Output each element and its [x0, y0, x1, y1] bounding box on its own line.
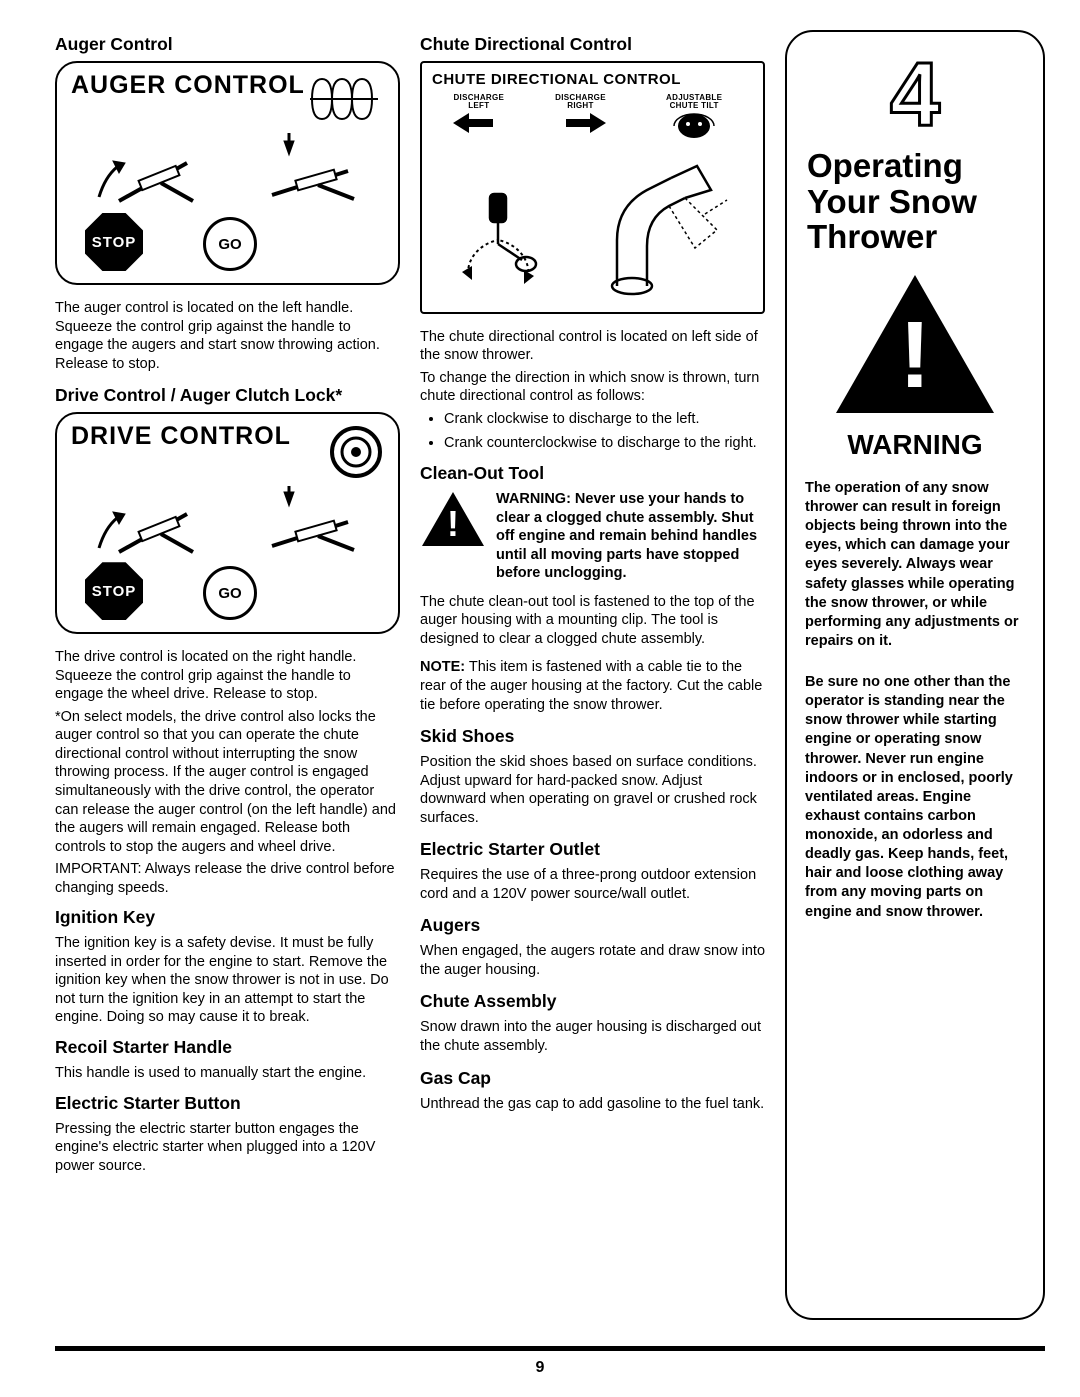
stop-label-2: STOP: [92, 583, 137, 600]
auger-blade-icon: [308, 73, 384, 127]
arrow-right-icon: [550, 111, 610, 135]
warning-triangle-icon: !: [420, 490, 486, 548]
chapter-number: 4: [890, 50, 940, 140]
skid-heading: Skid Shoes: [420, 726, 765, 747]
estart-btn-heading: Electric Starter Button: [55, 1093, 400, 1114]
assembly-heading: Chute Assembly: [420, 991, 765, 1012]
cleanout-note-prefix: NOTE:: [420, 659, 465, 675]
wheel-icon: [328, 424, 384, 480]
skid-text: Position the skid shoes based on surface…: [420, 753, 765, 827]
drive-control-heading: Drive Control / Auger Clutch Lock*: [55, 385, 400, 406]
go-circle: GO: [203, 566, 257, 620]
sidebar-para-2: Be sure no one other than the operator i…: [805, 673, 1025, 922]
arrow-left-icon: [449, 111, 509, 135]
go-circle: GO: [203, 217, 257, 271]
column-left: Auger Control AUGER CONTROL: [55, 30, 400, 1320]
cleanout-text: The chute clean-out tool is fastened to …: [420, 593, 765, 649]
auger-panel-title-text: AUGER CONTROL: [71, 71, 305, 99]
stop-label: STOP: [92, 234, 137, 251]
chapter-title: Operating Your Snow Thrower: [807, 148, 1025, 255]
lever-up-icon: [91, 486, 201, 560]
drive-text-2: *On select models, the drive control als…: [55, 708, 400, 856]
tilt-knob-icon: [652, 111, 736, 141]
drive-text-3: IMPORTANT: Always release the drive cont…: [55, 860, 400, 897]
augers-heading: Augers: [420, 915, 765, 936]
warning-label: WARNING: [847, 429, 982, 461]
cleanout-note: NOTE: This item is fastened with a cable…: [420, 658, 765, 714]
ignition-heading: Ignition Key: [55, 907, 400, 928]
sidebar-para-1: The operation of any snow thrower can re…: [805, 479, 1025, 651]
discharge-left-label: DISCHARGE LEFT: [449, 94, 509, 111]
auger-panel-title: AUGER CONTROL: [71, 73, 305, 99]
svg-text:!: !: [447, 503, 459, 544]
chute-bullet-1: Crank clockwise to discharge to the left…: [444, 410, 765, 430]
crank-handle-icon: [438, 180, 558, 300]
lever-down-icon: [254, 486, 364, 560]
recoil-text: This handle is used to manually start th…: [55, 1064, 400, 1083]
drive-panel-title: DRIVE CONTROL: [71, 424, 291, 450]
chute-bullet-2: Crank counterclockwise to discharge to t…: [444, 434, 765, 454]
cleanout-note-body: This item is fastened with a cable tie t…: [420, 659, 762, 712]
estart-btn-text: Pressing the electric starter button eng…: [55, 1120, 400, 1176]
auger-control-panel: AUGER CONTROL: [55, 61, 400, 285]
augers-text: When engaged, the augers rotate and draw…: [420, 942, 765, 979]
chute-control-panel: CHUTE DIRECTIONAL CONTROL DISCHARGE LEFT…: [420, 61, 765, 314]
outlet-text: Requires the use of a three-prong outdoo…: [420, 866, 765, 903]
warning-triangle-large-icon: !: [830, 269, 1000, 419]
footer-rule: [55, 1346, 1045, 1351]
column-middle: Chute Directional Control CHUTE DIRECTIO…: [420, 30, 765, 1320]
chute-panel-title: CHUTE DIRECTIONAL CONTROL: [432, 71, 753, 88]
sidebar: 4 Operating Your Snow Thrower ! WARNING …: [785, 30, 1045, 1320]
chute-text-1: The chute directional control is located…: [420, 328, 765, 365]
chute-heading: Chute Directional Control: [420, 34, 765, 55]
svg-text:!: !: [899, 302, 931, 408]
auger-text: The auger control is located on the left…: [55, 299, 400, 373]
chute-tilt-label: ADJUSTABLE CHUTE TILT: [652, 94, 736, 111]
gascap-heading: Gas Cap: [420, 1068, 765, 1089]
cleanout-warning: WARNING: Never use your hands to clear a…: [496, 490, 765, 583]
stop-sign: STOP: [85, 562, 143, 620]
outlet-heading: Electric Starter Outlet: [420, 839, 765, 860]
lever-up-icon: [91, 133, 201, 211]
ignition-text: The ignition key is a safety devise. It …: [55, 934, 400, 1027]
chute-illustration-icon: [577, 150, 747, 300]
stop-sign: STOP: [85, 213, 143, 271]
page-number: 9: [0, 1359, 1080, 1377]
discharge-right-label: DISCHARGE RIGHT: [550, 94, 610, 111]
chute-bullets: Crank clockwise to discharge to the left…: [420, 410, 765, 453]
assembly-text: Snow drawn into the auger housing is dis…: [420, 1018, 765, 1055]
drive-control-panel: DRIVE CONTROL: [55, 412, 400, 634]
chute-text-2: To change the direction in which snow is…: [420, 369, 765, 406]
go-label-2: GO: [218, 585, 241, 602]
cleanout-heading: Clean-Out Tool: [420, 463, 765, 484]
go-label: GO: [218, 236, 241, 253]
gascap-text: Unthread the gas cap to add gasoline to …: [420, 1095, 765, 1114]
recoil-heading: Recoil Starter Handle: [55, 1037, 400, 1058]
lever-down-icon: [254, 133, 364, 211]
auger-control-heading: Auger Control: [55, 34, 400, 55]
drive-panel-title-text: DRIVE CONTROL: [71, 422, 291, 450]
drive-text-1: The drive control is located on the righ…: [55, 648, 400, 704]
